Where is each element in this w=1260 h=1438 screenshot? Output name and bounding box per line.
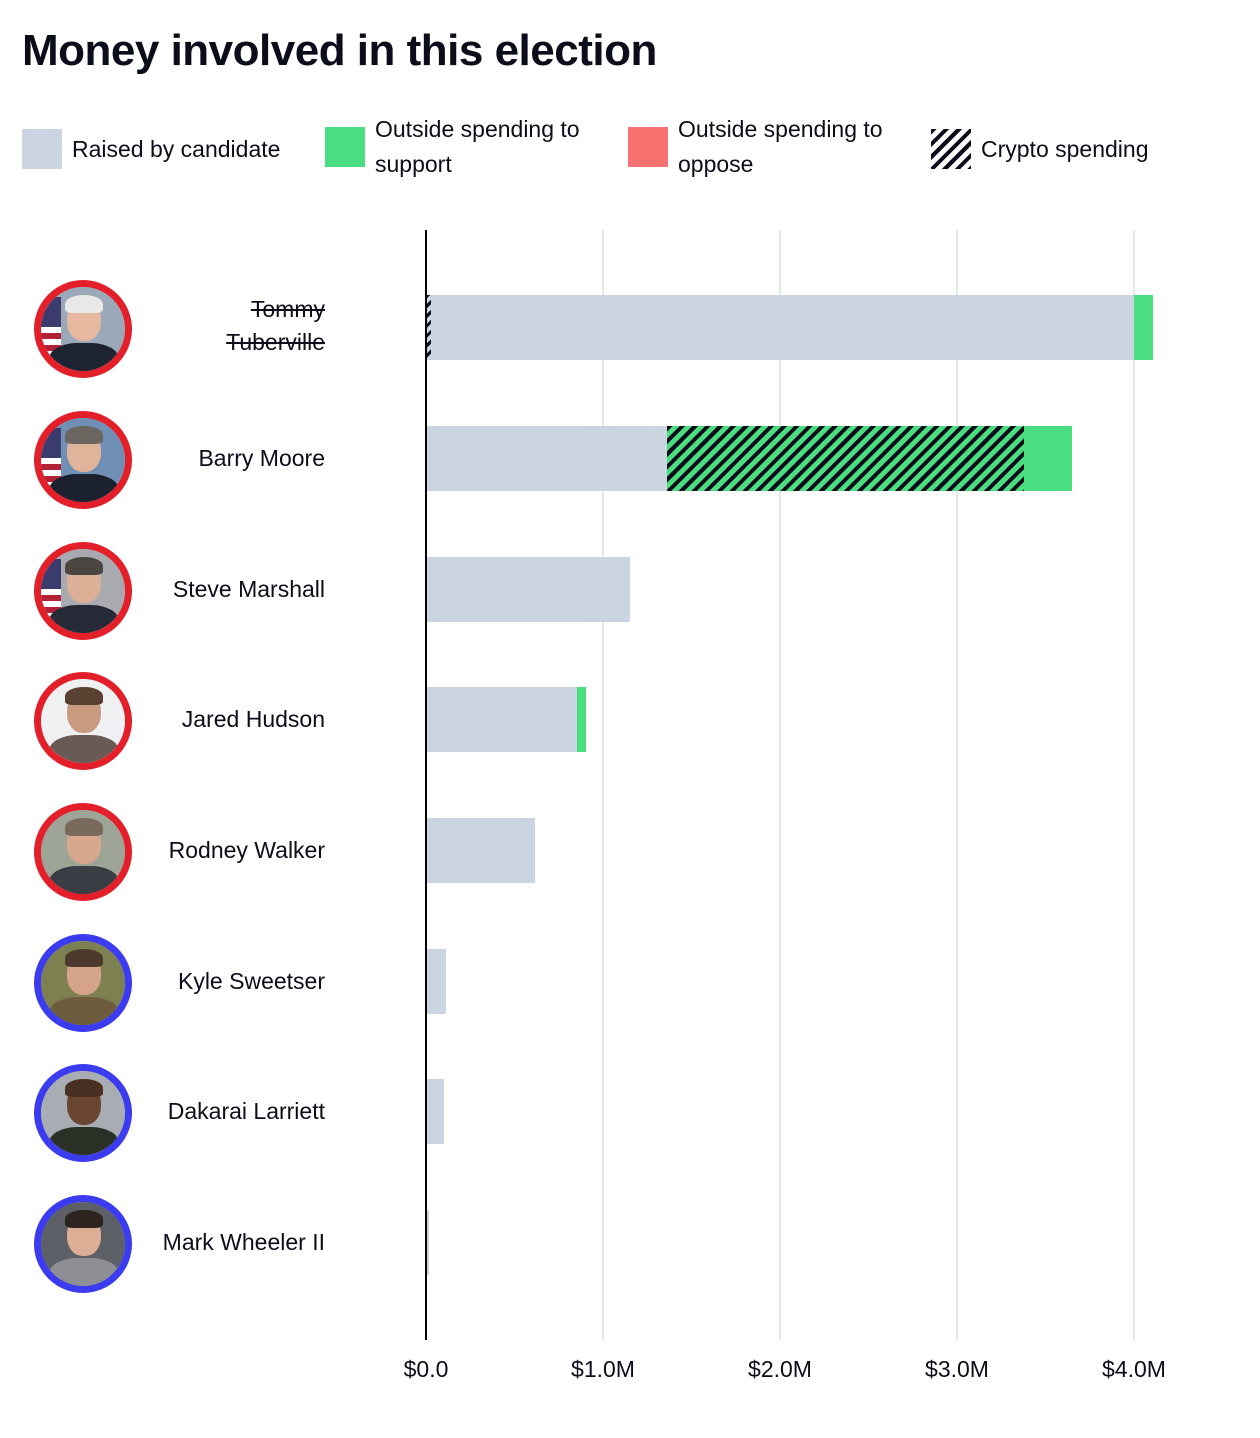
bar-segment-support[interactable] <box>1024 426 1072 491</box>
legend: Raised by candidate Outside spending to … <box>0 112 1260 192</box>
legend-label: Raised by candidate <box>72 135 281 162</box>
gridline <box>956 230 958 1340</box>
bar[interactable] <box>426 557 1226 622</box>
support-swatch-icon <box>325 127 365 167</box>
candidate-row: Mark Wheeler II <box>0 1195 1260 1299</box>
legend-item-crypto: Crypto spending <box>931 129 1149 169</box>
candidate-row: Kyle Sweetser <box>0 934 1260 1038</box>
bar[interactable] <box>426 949 1226 1014</box>
bar[interactable] <box>426 818 1226 883</box>
legend-item-raised: Raised by candidate <box>22 129 280 169</box>
x-tick-label: $2.0M <box>748 1356 812 1382</box>
bar[interactable] <box>426 1079 1226 1144</box>
bar-segment-support[interactable] <box>1134 295 1153 360</box>
bar-segment-crypto-support[interactable] <box>667 426 1024 491</box>
legend-label: Outside spending to oppose <box>678 116 883 177</box>
bar[interactable] <box>426 426 1226 491</box>
avatar <box>34 934 132 1032</box>
crypto-hatch-swatch-icon <box>931 129 971 169</box>
bar[interactable] <box>426 687 1226 752</box>
candidate-row: Rodney Walker <box>0 803 1260 907</box>
bar-segment-raised[interactable] <box>426 1079 444 1144</box>
gridline <box>602 230 604 1340</box>
candidate-name: Jared Hudson <box>181 706 325 732</box>
avatar <box>34 280 132 378</box>
bar-segment-raised[interactable] <box>426 687 577 752</box>
bar-segment-raised[interactable] <box>426 557 630 622</box>
bar[interactable] <box>426 295 1226 360</box>
candidate-name: Tommy Tuberville <box>226 296 325 355</box>
candidate-name: Barry Moore <box>198 445 325 471</box>
raised-swatch-icon <box>22 129 62 169</box>
avatar <box>34 542 132 640</box>
bar-segment-crypto[interactable] <box>426 295 431 360</box>
bar-segment-raised[interactable] <box>426 949 446 1014</box>
chart-title: Money involved in this election <box>22 26 657 75</box>
bar[interactable] <box>426 1210 1226 1275</box>
candidate-name: Rodney Walker <box>168 837 325 863</box>
candidate-name: Kyle Sweetser <box>177 968 325 994</box>
avatar <box>34 1195 132 1293</box>
bar-segment-raised[interactable] <box>426 295 1134 360</box>
candidate-name: Mark Wheeler II <box>162 1229 325 1255</box>
avatar <box>34 672 132 770</box>
legend-label: Outside spending to support <box>375 116 580 177</box>
bar-segment-raised[interactable] <box>426 1210 429 1275</box>
zero-axis-line <box>425 230 427 1340</box>
candidate-row: Tommy Tuberville <box>0 280 1260 384</box>
avatar <box>34 803 132 901</box>
x-tick-label: $0.0 <box>403 1356 449 1382</box>
candidate-row: Barry Moore <box>0 411 1260 515</box>
x-tick-label: $3.0M <box>925 1356 989 1382</box>
candidate-name: Steve Marshall <box>172 576 325 602</box>
bar-segment-raised[interactable] <box>426 426 667 491</box>
avatar <box>34 411 132 509</box>
oppose-swatch-icon <box>628 127 668 167</box>
x-tick-label: $1.0M <box>571 1356 635 1382</box>
bar-segment-raised[interactable] <box>426 818 535 883</box>
legend-item-oppose: Outside spending to oppose <box>628 112 908 182</box>
avatar <box>34 1064 132 1162</box>
candidate-row: Dakarai Larriett <box>0 1064 1260 1168</box>
candidate-row: Steve Marshall <box>0 542 1260 646</box>
gridline <box>779 230 781 1340</box>
x-tick-label: $4.0M <box>1102 1356 1166 1382</box>
legend-label: Crypto spending <box>981 135 1149 162</box>
candidate-row: Jared Hudson <box>0 672 1260 776</box>
candidate-name: Dakarai Larriett <box>167 1098 325 1124</box>
gridline <box>1133 230 1135 1340</box>
legend-item-support: Outside spending to support <box>325 112 605 182</box>
bar-segment-support[interactable] <box>577 687 586 752</box>
